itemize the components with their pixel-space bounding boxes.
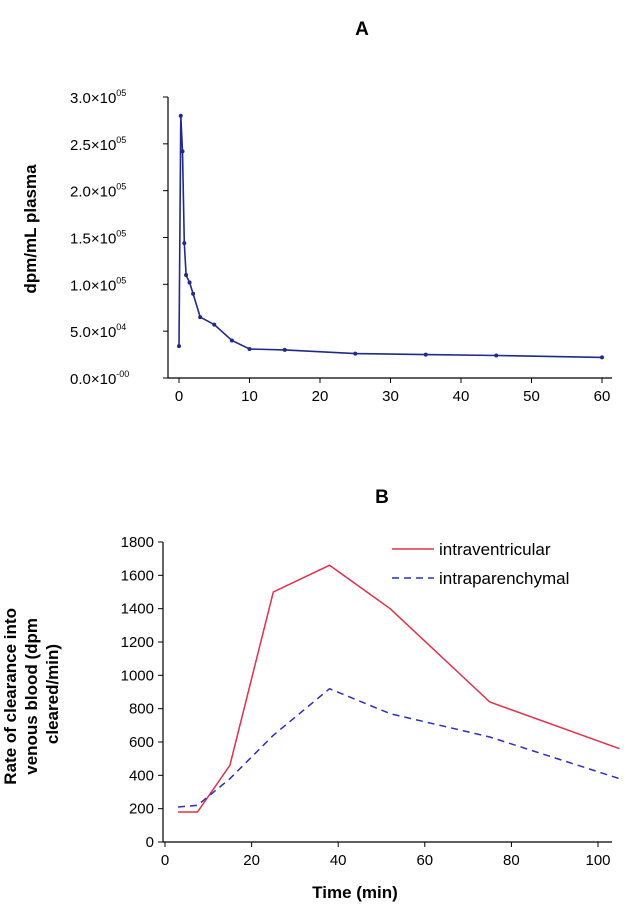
panel-b-y-tick-label: 0 xyxy=(146,834,154,851)
panel-b-y-tick-label: 1400 xyxy=(121,601,154,618)
panel-a-series xyxy=(177,113,604,360)
panel-b-y-axis-title-line-1: Rate of clearance into xyxy=(1,608,20,785)
panel-b-y-tick-label: 800 xyxy=(129,701,154,718)
panel-b: B Rate of clearance into venous blood (d… xyxy=(1,487,620,902)
panel-a-data-point xyxy=(212,322,217,327)
panel-a-title: A xyxy=(355,19,369,40)
panel-a-y-tick-mantissa: 3.0×10 xyxy=(70,90,116,107)
panel-b-x-tick-label: 60 xyxy=(416,852,433,869)
panel-a-x-tick-label: 50 xyxy=(523,388,540,405)
panel-b-y-tick-label: 1800 xyxy=(121,534,154,551)
panel-b-y-tick-label: 1600 xyxy=(121,567,154,584)
panel-a: A dpm/mL plasma 0.0×10-005.0×10041.0×100… xyxy=(21,19,612,405)
panel-b-y-tick-label: 1200 xyxy=(121,634,154,651)
panel-b-y-tick-label: 400 xyxy=(129,767,154,784)
panel-a-data-point xyxy=(247,346,252,351)
panel-a-data-point xyxy=(182,241,187,246)
panel-b-x-tick-label: 0 xyxy=(161,852,169,869)
panel-a-axes xyxy=(163,96,612,383)
panel-a-y-tick-mantissa: 0.0×10 xyxy=(70,371,116,388)
panel-b-y-tick-label: 1000 xyxy=(121,667,154,684)
panel-b-x-tick-label: 20 xyxy=(243,852,260,869)
legend-intraparenchymal-label: intraparenchymal xyxy=(439,569,569,588)
panel-b-y-axis-title: Rate of clearance into venous blood (dpm… xyxy=(1,603,62,784)
panel-a-data-point xyxy=(600,355,604,360)
panel-b-x-tick-label: 80 xyxy=(503,852,520,869)
panel-a-data-point xyxy=(187,280,192,285)
panel-a-y-tick-mantissa: 1.0×10 xyxy=(70,277,116,294)
panel-a-y-tick-label: 2.0×1005 xyxy=(70,182,126,201)
panel-a-data-point xyxy=(180,149,185,154)
panel-a-y-tick-exponent: 05 xyxy=(116,229,126,239)
panel-a-x-tick-label: 40 xyxy=(453,388,470,405)
panel-a-x-tick-label: 0 xyxy=(175,388,183,405)
panel-a-x-tick-label: 20 xyxy=(312,388,329,405)
panel-a-y-tick-exponent: -00 xyxy=(116,369,129,379)
panel-a-y-tick-label: 1.5×1005 xyxy=(70,229,126,248)
panel-a-data-point xyxy=(494,353,499,358)
panel-b-y-tick-label: 200 xyxy=(129,801,154,818)
panel-a-data-point xyxy=(282,347,287,352)
panel-a-data-point xyxy=(423,352,428,357)
panel-a-y-tick-mantissa: 2.5×10 xyxy=(70,137,116,154)
panel-a-x-tick-label: 60 xyxy=(594,388,611,405)
panel-b-series xyxy=(177,564,620,813)
panel-a-y-tick-exponent: 05 xyxy=(116,135,126,145)
legend-intraventricular-label: intraventricular xyxy=(439,540,551,559)
panel-a-y-tick-label: 5.0×1004 xyxy=(70,322,126,341)
panel-b-x-axis-title: Time (min) xyxy=(312,883,398,902)
panel-a-data-point xyxy=(184,272,189,277)
panel-a-series-line xyxy=(178,115,603,359)
panel-b-x-tick-label: 100 xyxy=(585,852,610,869)
panel-a-y-tick-label: 2.5×1005 xyxy=(70,135,126,154)
panel-b-title: B xyxy=(375,487,389,508)
panel-b-x-tick-label: 40 xyxy=(330,852,347,869)
panel-a-x-tick-label: 30 xyxy=(382,388,399,405)
panel-b-tick-labels: 0 200 400 600 800 1000 1200 1400 1600 1800 0 20 40 60… xyxy=(121,534,611,869)
panel-a-data-point xyxy=(178,113,183,118)
panel-a-y-tick-mantissa: 2.0×10 xyxy=(70,184,116,201)
panel-a-y-tick-exponent: 05 xyxy=(116,88,126,98)
panel-b-axes xyxy=(158,541,612,847)
panel-b-legend: intraventricular intraparenchymal xyxy=(392,540,569,588)
panel-b-series-intraparenchymal xyxy=(177,687,620,808)
panel-b-y-axis-title-line-3: cleared/min) xyxy=(43,644,62,744)
panel-a-y-tick-label: 3.0×1005 xyxy=(70,88,126,107)
panel-a-y-tick-mantissa: 5.0×10 xyxy=(70,324,116,341)
panel-a-y-axis-title: dpm/mL plasma xyxy=(21,164,40,294)
panel-a-y-tick-label: 0.0×10-00 xyxy=(70,369,129,388)
panel-b-y-axis-title-line-2: venous blood (dpm xyxy=(22,618,41,775)
panel-a-data-point xyxy=(191,291,196,296)
panel-a-y-tick-mantissa: 1.5×10 xyxy=(70,231,116,248)
panel-a-data-point xyxy=(177,344,181,349)
panel-a-y-tick-exponent: 05 xyxy=(116,275,126,285)
panel-a-y-tick-label: 1.0×1005 xyxy=(70,275,126,294)
panel-a-y-tick-exponent: 04 xyxy=(116,322,126,332)
panel-a-data-point xyxy=(198,315,203,320)
panel-b-series-intraventricular xyxy=(178,564,620,813)
panel-a-data-point xyxy=(229,338,234,343)
panel-b-y-tick-label: 600 xyxy=(129,734,154,751)
panel-a-y-tick-exponent: 05 xyxy=(116,182,126,192)
panel-a-tick-labels: 0.0×10-005.0×10041.0×10051.5×10052.0×100… xyxy=(70,88,610,405)
panel-a-x-tick-label: 10 xyxy=(241,388,258,405)
panel-a-data-point xyxy=(353,351,358,356)
